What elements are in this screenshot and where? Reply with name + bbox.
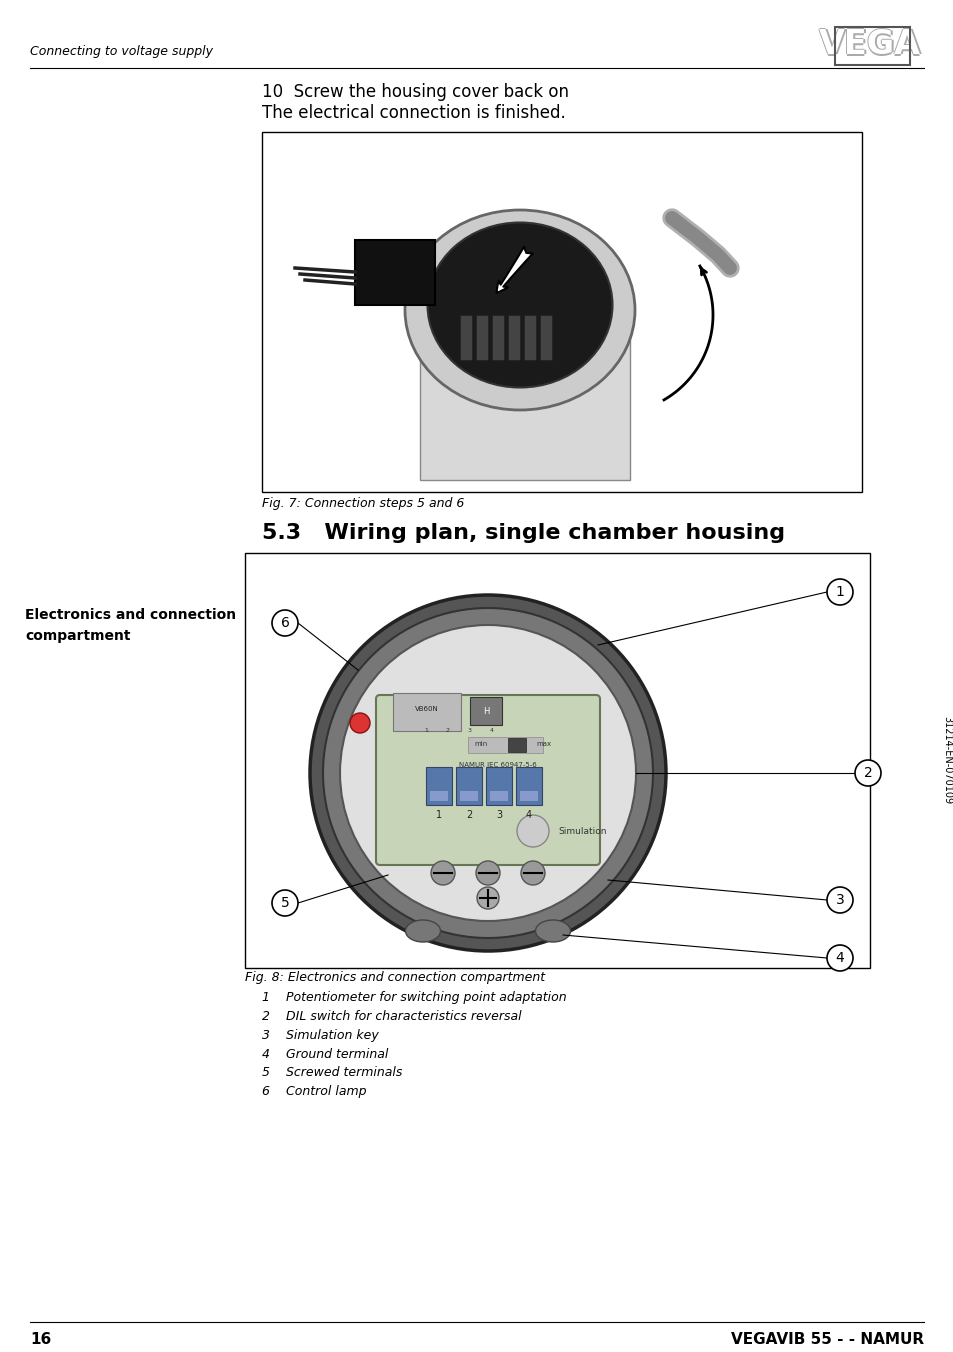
Bar [476,315,488,360]
Text: VEGA: VEGA [818,27,920,59]
Text: NAMUR IEC 60947-5-6: NAMUR IEC 60947-5-6 [458,763,537,768]
Text: 3: 3 [496,810,501,821]
Bar [519,791,537,800]
Circle shape [854,760,880,786]
Circle shape [350,713,370,733]
Circle shape [826,579,852,604]
Text: Fig. 8: Electronics and connection compartment: Fig. 8: Electronics and connection compa… [245,972,544,984]
Text: 1    Potentiometer for switching point adaptation: 1 Potentiometer for switching point adap… [262,991,566,1003]
Text: Fig. 7: Connection steps 5 and 6: Fig. 7: Connection steps 5 and 6 [262,496,464,510]
Bar [507,315,519,360]
Circle shape [272,890,297,917]
Text: H: H [482,707,489,715]
Text: 3: 3 [835,894,843,907]
Text: 3: 3 [468,727,472,733]
Text: 4: 4 [835,950,843,965]
Circle shape [323,608,652,938]
Bar [456,767,481,804]
Bar [492,315,503,360]
Text: 2: 2 [465,810,472,821]
Text: VB60N: VB60N [415,706,438,713]
Circle shape [476,887,498,909]
Text: 16: 16 [30,1333,51,1348]
Circle shape [520,861,544,886]
Bar [262,132,862,492]
Text: 2: 2 [446,727,450,733]
Bar [834,27,909,65]
Text: 5    Screwed terminals: 5 Screwed terminals [262,1067,402,1079]
Text: VEGA: VEGA [818,30,920,64]
Text: VEGA: VEGA [820,28,922,61]
Circle shape [826,945,852,971]
Bar [459,315,472,360]
Text: VEGAVIB 55 - - NAMUR: VEGAVIB 55 - - NAMUR [730,1333,923,1348]
Text: 2: 2 [862,767,871,780]
Text: 2    DIL switch for characteristics reversal: 2 DIL switch for characteristics reversa… [262,1010,521,1022]
Circle shape [826,887,852,913]
Text: 5.3   Wiring plan, single chamber housing: 5.3 Wiring plan, single chamber housing [262,523,784,544]
Text: compartment: compartment [25,629,131,644]
Bar [355,241,435,306]
Bar [459,791,477,800]
Circle shape [476,861,499,886]
Text: 5: 5 [280,896,289,910]
Text: 3    Simulation key: 3 Simulation key [262,1029,378,1041]
Bar [426,767,452,804]
Bar [507,738,525,752]
Text: The electrical connection is finished.: The electrical connection is finished. [262,104,565,122]
Ellipse shape [427,223,612,388]
Circle shape [431,861,455,886]
Text: 6    Control lamp: 6 Control lamp [262,1086,366,1098]
Bar [430,791,448,800]
Text: VEGA: VEGA [818,28,920,61]
Text: 6: 6 [280,617,289,630]
Circle shape [517,815,548,846]
Text: min: min [474,741,487,748]
Text: 1: 1 [424,727,428,733]
Circle shape [272,610,297,635]
Text: 4: 4 [525,810,532,821]
Text: 4    Ground terminal: 4 Ground terminal [262,1048,388,1060]
Bar [539,315,552,360]
Bar [470,698,501,725]
Bar [468,737,542,753]
Ellipse shape [535,919,570,942]
Text: Connecting to voltage supply: Connecting to voltage supply [30,46,213,58]
Text: Simulation: Simulation [558,826,606,836]
Circle shape [339,625,636,921]
Text: max: max [536,741,551,748]
Bar [419,330,629,480]
Ellipse shape [405,919,440,942]
Text: VEGA: VEGA [817,28,919,61]
Text: Electronics and connection: Electronics and connection [25,608,236,622]
Text: 10  Screw the housing cover back on: 10 Screw the housing cover back on [262,82,568,101]
Bar [393,694,460,731]
Bar [245,553,869,968]
Text: 1: 1 [436,810,441,821]
Bar [485,767,512,804]
Circle shape [310,595,665,950]
Bar [490,791,507,800]
Bar [523,315,536,360]
Text: 1: 1 [835,585,843,599]
Text: 4: 4 [490,727,494,733]
Ellipse shape [405,210,635,410]
Bar [516,767,541,804]
FancyBboxPatch shape [375,695,599,865]
Text: 31214-EN-070109: 31214-EN-070109 [941,717,951,804]
